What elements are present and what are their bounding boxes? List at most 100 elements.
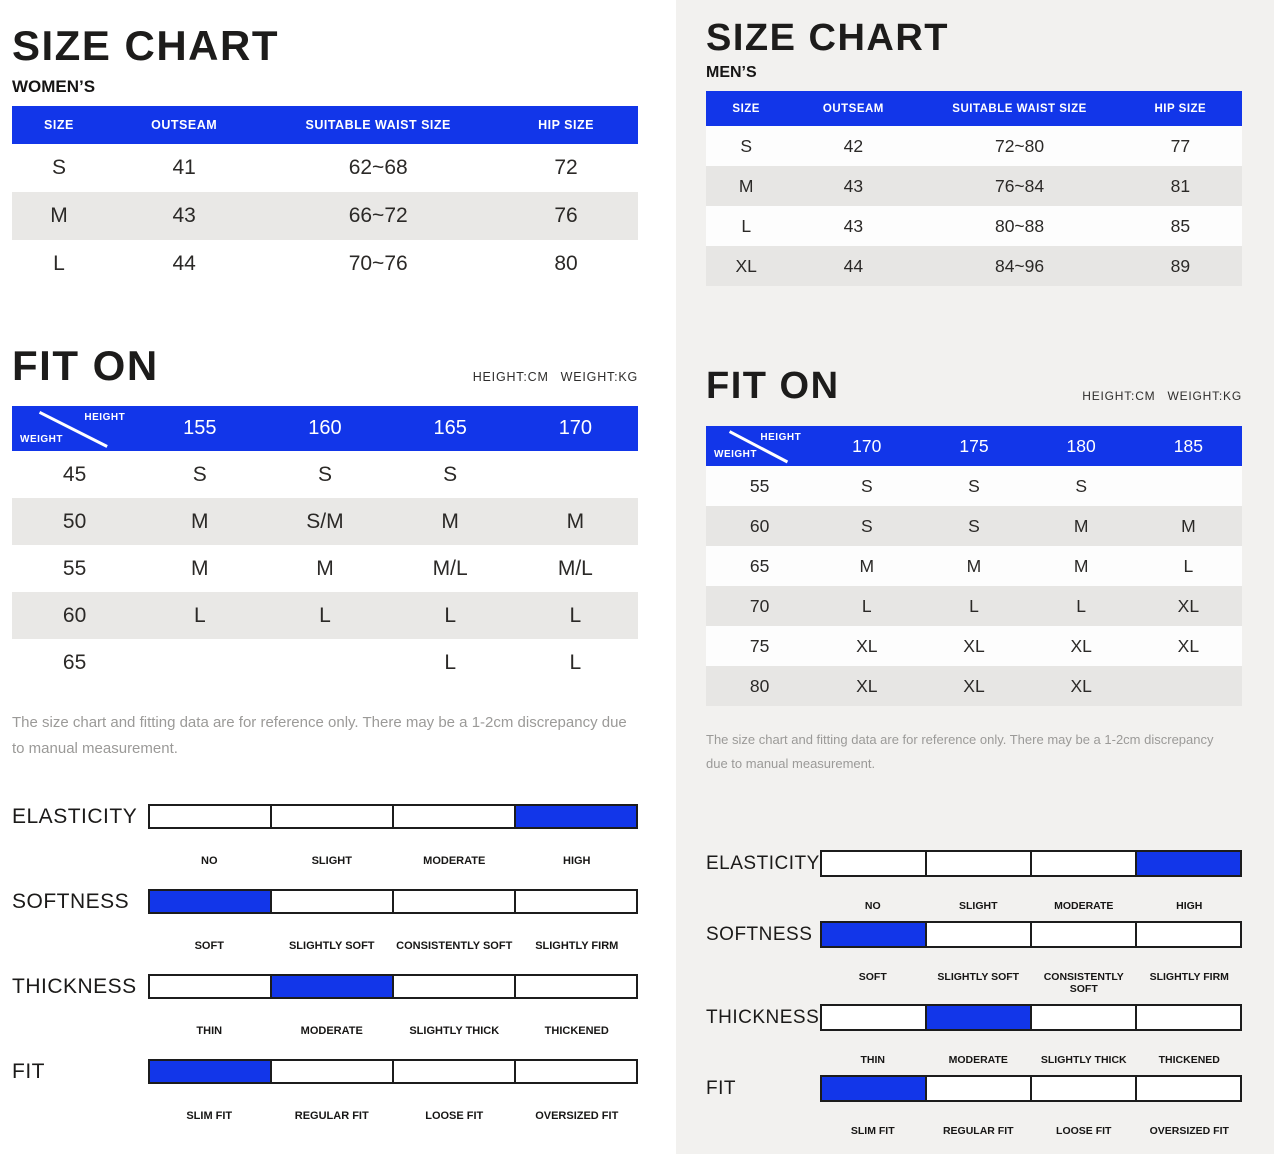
fit-cell: XL (1134, 626, 1242, 666)
meter-label: FIT (706, 1077, 736, 1099)
table-row: L 44 70~76 80 (12, 240, 638, 288)
meter-segment (1032, 852, 1137, 875)
meter-option: SOFT (194, 940, 224, 952)
meter-segment (1137, 923, 1240, 946)
weight-value: 55 (62, 556, 87, 580)
height-col-header: 175 (920, 426, 1028, 466)
meter-option: SOFT (858, 971, 887, 983)
meter-option: CONSISTENTLY SOFT (1043, 971, 1124, 995)
cell-size: L (706, 206, 787, 246)
fit-row: 70 L L L XL (706, 586, 1242, 626)
diagonal-line (12, 406, 137, 451)
col-header-waist: SUITABLE WAIST SIZE (262, 106, 494, 144)
fit-cell: S (920, 466, 1028, 506)
cell-outseam: 43 (105, 192, 263, 240)
meter-option: SLIGHTLY SOFT (288, 940, 375, 952)
height-weight-corner-cell: HEIGHT WEIGHT (12, 406, 138, 451)
meter-segment (927, 923, 1032, 946)
meter-bar (820, 850, 1242, 877)
cell-size: L (53, 252, 65, 275)
fit-cell: L (920, 586, 1028, 626)
womens-attribute-meters: ELASTICITY NO SLIGHT MODERATE HIGH SOFTN… (12, 804, 638, 1122)
fit-row: 65 L L (12, 639, 638, 686)
weight-value: 65 (62, 650, 87, 674)
cell-size: M (12, 192, 106, 240)
corner-weight-label: WEIGHT (20, 434, 63, 445)
fit-cell (513, 451, 638, 498)
table-row: S 42 72~80 77 (706, 126, 1242, 166)
meter-bar (820, 1004, 1242, 1031)
cell-outseam: 41 (172, 156, 196, 179)
fit-meter: FIT SLIM FIT REGULAR FIT LOOSE FIT OVERS… (706, 1075, 1242, 1137)
womens-fit-table: HEIGHT WEIGHT 155 160 165 170 45 S S S 5… (12, 406, 638, 686)
cell-waist: 66~72 (262, 192, 494, 240)
fit-cell (1134, 666, 1242, 706)
meter-segment (1137, 1006, 1240, 1029)
softness-meter: SOFTNESS SOFT SLIGHTLY SOFT CONSISTENTLY… (706, 921, 1242, 995)
fit-table-header-row: HEIGHT WEIGHT 170 175 180 185 (706, 426, 1242, 466)
fit-cell: L (137, 592, 263, 639)
cell-waist: 76~84 (920, 166, 1119, 206)
meter-option: SLIGHTLY THICK (1040, 1054, 1127, 1066)
weight-value: 60 (12, 592, 138, 639)
table-row: M 43 66~72 76 (12, 192, 638, 240)
table-row: L 43 80~88 85 (706, 206, 1242, 246)
cell-outseam: 42 (786, 126, 921, 166)
meter-option: THIN (860, 1054, 886, 1066)
meter-option: HIGH (1176, 900, 1203, 912)
meter-option: OVERSIZED FIT (535, 1110, 619, 1122)
fit-cell: M (316, 556, 334, 580)
size-table-header-row: SIZE OUTSEAM SUITABLE WAIST SIZE HIP SIZ… (706, 91, 1242, 126)
fit-cell: XL (813, 666, 921, 706)
cell-outseam: 44 (786, 246, 921, 286)
weight-unit-label: WEIGHT:KG (1167, 389, 1242, 403)
cell-hip: 85 (1118, 206, 1242, 246)
height-col-header: 165 (387, 406, 513, 451)
womens-fit-on-header: FIT ON HEIGHT:CM WEIGHT:KG (12, 342, 638, 390)
size-table-header-row: SIZE OUTSEAM SUITABLE WAIST SIZE HIP SIZ… (12, 106, 638, 144)
meter-option: CONSISTENTLY SOFT (396, 940, 513, 952)
fit-cell: S (317, 462, 332, 486)
meter-option: SLIGHT (959, 900, 998, 912)
mens-size-table: SIZE OUTSEAM SUITABLE WAIST SIZE HIP SIZ… (706, 91, 1242, 286)
meter-segment (822, 1006, 927, 1029)
cell-hip: 81 (1118, 166, 1242, 206)
meter-option: LOOSE FIT (1056, 1125, 1112, 1137)
fit-cell: L (444, 650, 456, 674)
fit-row: 80 XL XL XL (706, 666, 1242, 706)
col-header-hip: HIP SIZE (1118, 91, 1242, 126)
weight-value: 80 (706, 666, 814, 706)
meter-label: ELASTICITY (12, 804, 138, 828)
meter-segment (272, 891, 394, 912)
weight-value: 60 (706, 506, 814, 546)
meter-option: SLIM FIT (186, 1110, 233, 1122)
meter-segment (272, 1061, 394, 1082)
meter-option: SLIGHTLY THICK (409, 1025, 500, 1037)
cell-size: S (51, 156, 66, 179)
womens-size-table: SIZE OUTSEAM SUITABLE WAIST SIZE HIP SIZ… (12, 106, 638, 288)
meter-option: MODERATE (948, 1054, 1008, 1066)
fit-cell: XL (920, 626, 1028, 666)
thickness-meter: THICKNESS THIN MODERATE SLIGHTLY THICK T… (706, 1004, 1242, 1066)
weight-value: 70 (706, 586, 814, 626)
womens-fit-on-title: FIT ON (12, 342, 159, 389)
meter-option: SLIGHTLY FIRM (535, 940, 619, 952)
meter-segment (516, 1061, 636, 1082)
mens-size-chart-title: SIZE CHART (706, 17, 949, 59)
meter-option: MODERATE (1054, 900, 1114, 912)
fit-table-header-row: HEIGHT WEIGHT 155 160 165 170 (12, 406, 638, 451)
meter-segment (272, 976, 394, 997)
meter-option: MODERATE (300, 1025, 363, 1037)
womens-panel: SIZE CHART WOMEN’S SIZE OUTSEAM SUITABLE… (12, 22, 638, 1122)
fit-cell: XL (1134, 586, 1242, 626)
meter-segment (1032, 1006, 1137, 1029)
fit-row: 60 S S M M (706, 506, 1242, 546)
meter-segment (394, 1061, 516, 1082)
fit-cell: S (443, 462, 458, 486)
cell-hip: 76 (494, 192, 638, 240)
meter-option: REGULAR FIT (294, 1110, 369, 1122)
fit-cell: M (1027, 506, 1135, 546)
meter-bar (148, 804, 638, 829)
meter-label: THICKNESS (12, 974, 137, 998)
meter-bar (148, 889, 638, 914)
